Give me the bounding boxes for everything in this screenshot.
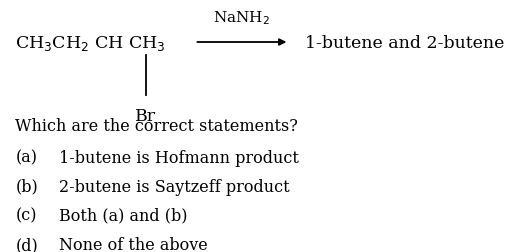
Text: 1-butene and 2-butene: 1-butene and 2-butene [305, 34, 504, 51]
Text: (b): (b) [15, 178, 38, 195]
Text: Which are the correct statements?: Which are the correct statements? [15, 117, 298, 135]
Text: (a): (a) [15, 149, 37, 166]
Text: 1-butene is Hofmann product: 1-butene is Hofmann product [59, 149, 299, 166]
Text: None of the above: None of the above [59, 236, 208, 252]
Text: 2-butene is Saytzeff product: 2-butene is Saytzeff product [59, 178, 289, 195]
Text: NaNH$_2$: NaNH$_2$ [213, 9, 270, 26]
Text: (d): (d) [15, 236, 38, 252]
Text: Br: Br [135, 107, 157, 124]
Text: (c): (c) [15, 207, 37, 224]
Text: CH$_3$CH$_2$ CH CH$_3$: CH$_3$CH$_2$ CH CH$_3$ [15, 33, 166, 52]
Text: Both (a) and (b): Both (a) and (b) [59, 207, 187, 224]
